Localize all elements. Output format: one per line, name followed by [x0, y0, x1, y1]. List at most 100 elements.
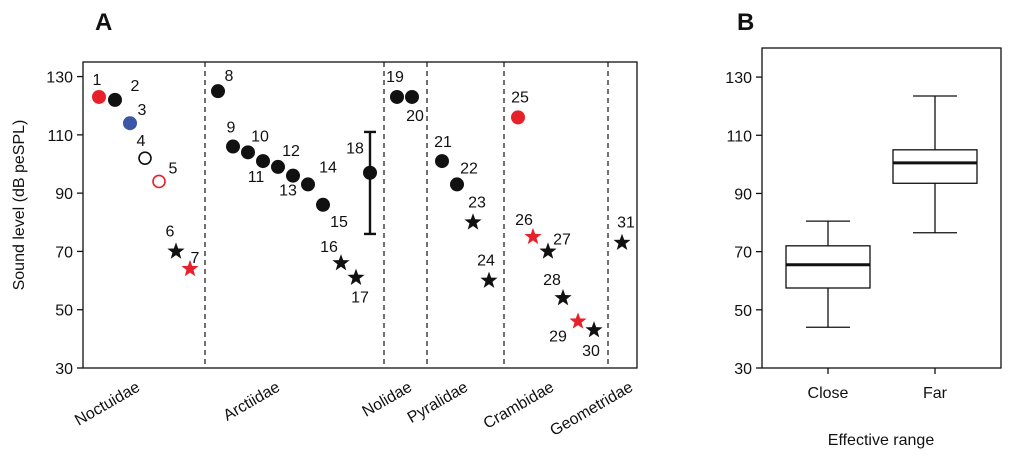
data-point-7	[181, 259, 199, 277]
iqr-box	[892, 149, 978, 184]
panel-b-letter: B	[737, 9, 754, 36]
data-point-16	[332, 254, 350, 271]
data-point-15	[316, 197, 330, 212]
data-point-11	[256, 154, 270, 169]
data-point-17	[347, 268, 365, 285]
data-point-29	[569, 312, 587, 329]
data-point-18	[363, 165, 377, 180]
point-label-26: 26	[515, 212, 533, 229]
point-label-10: 10	[251, 128, 269, 145]
data-point-24	[480, 271, 498, 288]
panel-a-family-dividers	[204, 62, 609, 368]
family-label: Geometridae	[547, 379, 636, 440]
data-point-10	[241, 145, 255, 160]
panel-a-points	[92, 84, 631, 338]
point-label-23: 23	[468, 194, 486, 211]
point-label-16: 16	[320, 239, 338, 256]
panel-b-plot-frame	[761, 47, 1002, 369]
data-point-25	[511, 110, 525, 125]
panel-a-y-tick-label: 30	[55, 361, 73, 378]
data-point-12	[271, 159, 285, 174]
panel-a-plot-frame	[82, 61, 638, 369]
point-label-27: 27	[553, 231, 571, 248]
point-label-8: 8	[225, 68, 234, 85]
panel-a-letter: A	[95, 9, 112, 36]
panel-a-y-tick-label: 50	[55, 303, 73, 320]
family-label: Arctiidae	[221, 379, 283, 425]
panel-b-x-tick-label: Close	[808, 385, 849, 402]
data-point-30	[585, 321, 603, 338]
data-point-4	[138, 151, 152, 165]
panel-b-y-tick-label: 50	[734, 303, 752, 320]
panel-b-y-tick-label: 110	[726, 128, 752, 145]
panel-a-y-axis: 30 50 70 90 110 130	[46, 70, 83, 378]
point-label-3: 3	[138, 102, 147, 119]
data-point-3	[123, 116, 137, 131]
point-label-7: 7	[191, 250, 200, 267]
data-point-28	[554, 289, 572, 306]
panel-a-y-axis-title: Sound level (dB peSPL)	[11, 120, 28, 291]
point-label-25: 25	[511, 89, 529, 106]
panel-a-error-bars	[364, 130, 376, 236]
family-label: Noctuidae	[72, 379, 143, 430]
point-label-31: 31	[617, 215, 635, 232]
panel-b-y-tick-label: 90	[734, 186, 752, 203]
data-point-6	[167, 242, 185, 259]
data-point-19	[390, 89, 404, 104]
panel-a-y-tick-label: 70	[55, 244, 73, 261]
point-label-9: 9	[227, 120, 236, 137]
iqr-box	[785, 245, 871, 289]
data-point-9	[226, 139, 240, 154]
point-label-14: 14	[319, 159, 337, 176]
point-label-2: 2	[131, 78, 140, 95]
panel-b-y-tick-label: 130	[725, 70, 752, 87]
panel-b: B 30 50 70 90 110 130 Close Far Effective rang…	[725, 9, 1002, 449]
panel-b-x-axis-title: Effective range	[828, 432, 935, 449]
panel-b-y-tick-label: 30	[734, 361, 752, 378]
point-label-28: 28	[543, 272, 561, 289]
point-label-24: 24	[477, 253, 495, 270]
panel-b-y-tick-label: 70	[734, 245, 752, 262]
panel-b-x-axis: Close Far	[808, 368, 948, 402]
data-point-2	[108, 92, 122, 107]
point-label-30: 30	[582, 343, 600, 360]
data-point-20	[405, 89, 419, 104]
point-label-1: 1	[93, 72, 102, 89]
panel-a-y-tick-label: 110	[47, 128, 73, 145]
panel-a-point-labels: 1 234567891011121314151617181920212223242…	[93, 68, 635, 360]
point-label-4: 4	[137, 133, 146, 150]
data-point-31	[613, 233, 631, 250]
family-label: Pyralidae	[405, 379, 471, 427]
point-label-15: 15	[330, 214, 348, 231]
panel-a-y-tick-label: 90	[55, 186, 73, 203]
data-point-21	[435, 154, 449, 169]
panel-a-y-tick-label: 130	[46, 70, 73, 87]
data-point-13	[286, 168, 300, 183]
panel-b-boxes	[785, 95, 978, 328]
point-label-13: 13	[279, 183, 297, 200]
data-point-5	[152, 174, 166, 189]
data-point-8	[211, 84, 225, 99]
point-label-21: 21	[434, 134, 452, 151]
family-label: Crambidae	[481, 379, 557, 433]
data-point-22	[450, 177, 464, 192]
panel-a: A Sound level (dB peSPL) 30507090110130 …	[11, 9, 638, 440]
point-label-19: 19	[386, 69, 404, 86]
data-point-1	[92, 89, 106, 104]
point-label-18: 18	[346, 141, 364, 158]
point-label-22: 22	[460, 160, 478, 177]
box-far	[892, 95, 978, 234]
data-point-14	[301, 177, 315, 192]
point-label-29: 29	[549, 328, 567, 345]
data-point-23	[464, 213, 482, 230]
point-label-12: 12	[282, 143, 300, 160]
point-label-11: 11	[248, 169, 265, 186]
panel-b-x-tick-label: Far	[923, 385, 948, 402]
data-point-26	[524, 227, 542, 245]
point-label-5: 5	[169, 160, 178, 177]
point-label-20: 20	[406, 108, 424, 125]
box-close	[785, 220, 871, 328]
panel-b-y-axis: 30 50 70 90 110 130	[725, 70, 762, 378]
